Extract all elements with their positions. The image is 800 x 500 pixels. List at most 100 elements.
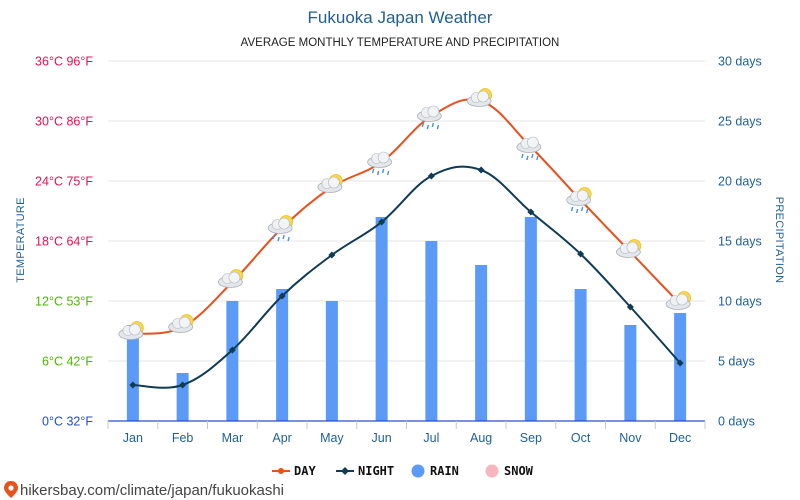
rain-bar <box>375 217 388 421</box>
cloud-puff <box>427 105 440 118</box>
rain-drop <box>570 206 574 212</box>
left-axis-title: TEMPERATURE <box>15 197 27 283</box>
rain-drop <box>436 124 440 130</box>
day-line <box>132 98 681 335</box>
cloudy-sun-icon <box>615 239 642 258</box>
night-point <box>477 166 485 174</box>
cloudy-sun-icon <box>466 88 493 107</box>
temperature-lines <box>129 98 684 389</box>
x-tick-label: Dec <box>669 431 691 445</box>
night-point <box>129 381 137 389</box>
right-axis-title: PRECIPITATION <box>773 197 785 284</box>
rain-drop <box>526 155 529 161</box>
axes: 0°C 32°F 6°C 42°F 12°C 53°F 18°C 64°F 24°C 7… <box>35 55 762 446</box>
right-tick-label: 20 days <box>718 175 762 189</box>
night-point <box>278 292 286 300</box>
cloud-puff <box>576 189 589 202</box>
night-point <box>626 303 634 311</box>
chart-subtitle: AVERAGE MONTHLY TEMPERATURE AND PRECIPIT… <box>241 37 560 49</box>
left-tick-label: 18°C 64°F <box>35 235 93 249</box>
cloud-puff <box>477 90 489 103</box>
rain-bar <box>425 241 438 421</box>
rain-bar <box>624 325 637 421</box>
night-point <box>427 172 435 180</box>
x-tick-label: Apr <box>272 431 291 445</box>
cloud-puff <box>328 176 340 189</box>
rain-drop <box>575 208 579 214</box>
cloud-puff <box>377 151 390 164</box>
left-tick-label: 12°C 53°F <box>35 295 93 309</box>
weather-icons <box>118 88 692 340</box>
cloudy-sun-icon <box>118 321 144 340</box>
night-point <box>527 208 535 216</box>
legend-item-night: NIGHT <box>336 464 394 478</box>
cloud-puff <box>278 217 290 230</box>
night-point <box>378 218 386 226</box>
cloudy-sun-icon <box>217 269 244 288</box>
rain-bar <box>524 217 537 421</box>
rain-drop <box>386 170 390 176</box>
left-tick-label: 6°C 42°F <box>42 355 93 369</box>
legend-label: NIGHT <box>358 464 394 478</box>
rain-cloud-icon <box>516 136 542 161</box>
x-tick-label: Mar <box>222 431 244 445</box>
right-tick-label: 30 days <box>718 55 762 69</box>
rain-bar <box>674 313 687 421</box>
x-tick-label: Oct <box>571 431 591 445</box>
rain-cloud-icon <box>367 151 393 176</box>
legend-marker <box>278 468 284 474</box>
rain-bar <box>126 325 139 421</box>
cloud-puff <box>129 323 141 336</box>
x-tick-label: Feb <box>172 431 194 445</box>
rain-bar <box>574 289 587 421</box>
x-tick-label: May <box>320 431 344 445</box>
watermark: hikersbay.com/climate/japan/fukuokashi <box>4 481 284 499</box>
right-tick-label: 10 days <box>718 295 762 309</box>
night-point <box>328 251 336 259</box>
legend: DAY NIGHT RAIN SNOW <box>272 464 534 478</box>
x-tick-label: Jun <box>372 431 392 445</box>
rain-bars <box>126 217 687 421</box>
rain-drop <box>371 168 375 174</box>
x-tick-label: Aug <box>470 431 492 445</box>
cloud-puff <box>228 271 241 284</box>
rain-bar <box>276 289 289 421</box>
gridlines <box>108 60 705 422</box>
right-tick-label: 0 days <box>718 415 755 429</box>
rain-drop <box>282 234 285 240</box>
right-tick-label: 15 days <box>718 235 762 249</box>
watermark-text: hikersbay.com/climate/japan/fukuokashi <box>20 482 284 499</box>
legend-item-rain: RAIN <box>411 464 459 478</box>
night-line <box>132 165 681 389</box>
legend-label: RAIN <box>430 464 459 478</box>
left-tick-label: 0°C 32°F <box>42 415 93 429</box>
rain-drop <box>381 168 385 174</box>
night-point <box>179 381 187 389</box>
rain-drop <box>287 236 290 242</box>
x-tick-label: Jul <box>423 431 439 445</box>
right-tick-label: 5 days <box>718 355 755 369</box>
legend-marker <box>341 467 349 475</box>
rain-cloud-icon <box>416 105 442 130</box>
rain-sun-icon <box>267 215 294 242</box>
legend-item-snow: SNOW <box>485 464 534 478</box>
cloudy-sun-icon <box>665 291 692 310</box>
night-point <box>577 250 585 258</box>
x-tick-label: Nov <box>619 431 642 445</box>
cloud-puff <box>527 136 539 149</box>
left-tick-label: 30°C 86°F <box>35 115 93 129</box>
cloudy-sun-icon <box>317 174 343 193</box>
left-tick-label: 36°C 96°F <box>35 55 93 69</box>
rain-bar <box>226 301 239 421</box>
legend-marker <box>411 464 425 478</box>
rain-drop <box>580 206 584 212</box>
cloud-puff <box>626 241 639 254</box>
rain-drop <box>531 153 534 159</box>
rain-sun-icon <box>566 187 592 214</box>
x-tick-label: Jan <box>123 431 143 445</box>
rain-bar <box>475 265 488 421</box>
rain-drop <box>521 153 524 159</box>
map-pin-icon <box>4 481 18 498</box>
cloud-puff <box>676 293 688 306</box>
